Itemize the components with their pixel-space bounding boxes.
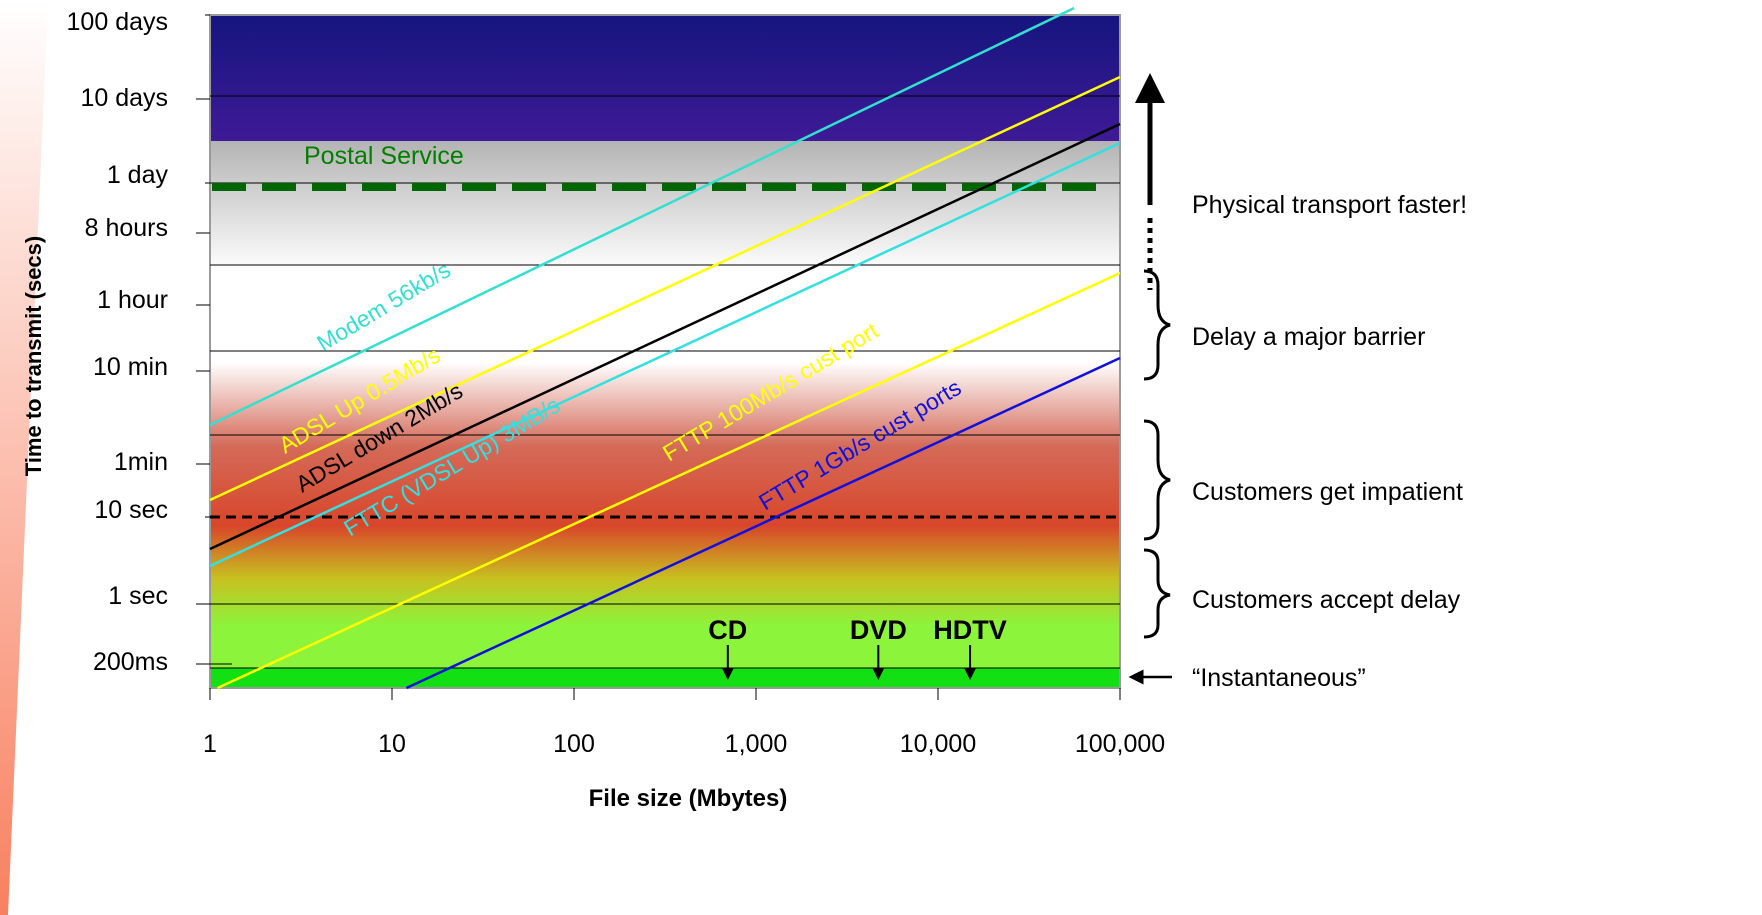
series-line (209, 122, 1121, 551)
y-tick-label: 1 sec (108, 582, 168, 610)
brace-impatient (1143, 419, 1171, 541)
y-tick-label: 1 day (107, 161, 169, 189)
file-marker-label: HDTV (933, 615, 1007, 645)
series-lines (209, 6, 1121, 690)
file-marker-arrow (964, 668, 977, 680)
series-line (217, 271, 1121, 690)
x-tick-label: 10,000 (900, 730, 976, 758)
file-marker-arrow (721, 668, 734, 680)
zone-label-instantaneous: “Instantaneous” (1192, 664, 1366, 692)
y-tick-label: 1 hour (97, 286, 168, 314)
brace-accept-delay (1143, 548, 1171, 639)
y-tick-label: 200ms (93, 648, 168, 676)
y-tick-label: 100 days (67, 8, 168, 36)
file-marker-arrow (872, 668, 885, 680)
zone-label-physical: Physical transport faster! (1192, 191, 1467, 219)
y-tick-label: 10 min (93, 353, 168, 381)
x-tick-labels: 1 10 100 1,000 10,000 100,000 (203, 688, 1165, 758)
x-tick-label: 1 (203, 730, 217, 758)
file-markers: CD DVD HDTV (708, 615, 1007, 680)
y-tick-label: 8 hours (85, 214, 168, 242)
y-axis-title: Time to transmit (secs) (21, 236, 46, 476)
threshold-label-postal: Postal Service (304, 142, 464, 170)
series-line (405, 356, 1121, 690)
x-tick-label: 10 (378, 730, 406, 758)
zone-label-impatient: Customers get impatient (1192, 478, 1463, 506)
x-tick-label: 100,000 (1075, 730, 1165, 758)
brace-delay-barrier (1143, 269, 1171, 381)
y-tick-label: 10 days (80, 84, 168, 112)
plot-zone-gradient (210, 141, 1120, 668)
y-tick-labels: 100 days 10 days 1 day 8 hours 1 hour 10 min 1… (67, 8, 232, 676)
x-tick-label: 1,000 (725, 730, 788, 758)
x-tick-label: 100 (553, 730, 595, 758)
y-tick-label: 10 sec (94, 496, 168, 524)
left-gradient-shape (0, 0, 48, 915)
series-line (209, 75, 1121, 502)
x-axis-title: File size (Mbytes) (589, 785, 788, 812)
y-tick-label: 1min (114, 448, 168, 476)
zone-label-delay-barrier: Delay a major barrier (1192, 323, 1425, 351)
series-line (209, 6, 1075, 427)
plot-zone-instant (210, 668, 1120, 688)
file-marker-label: DVD (850, 615, 907, 645)
zone-label-accept-delay: Customers accept delay (1192, 586, 1461, 614)
plot-zone-physical (210, 15, 1120, 141)
series-line (209, 141, 1121, 568)
file-marker-label: CD (708, 615, 747, 645)
